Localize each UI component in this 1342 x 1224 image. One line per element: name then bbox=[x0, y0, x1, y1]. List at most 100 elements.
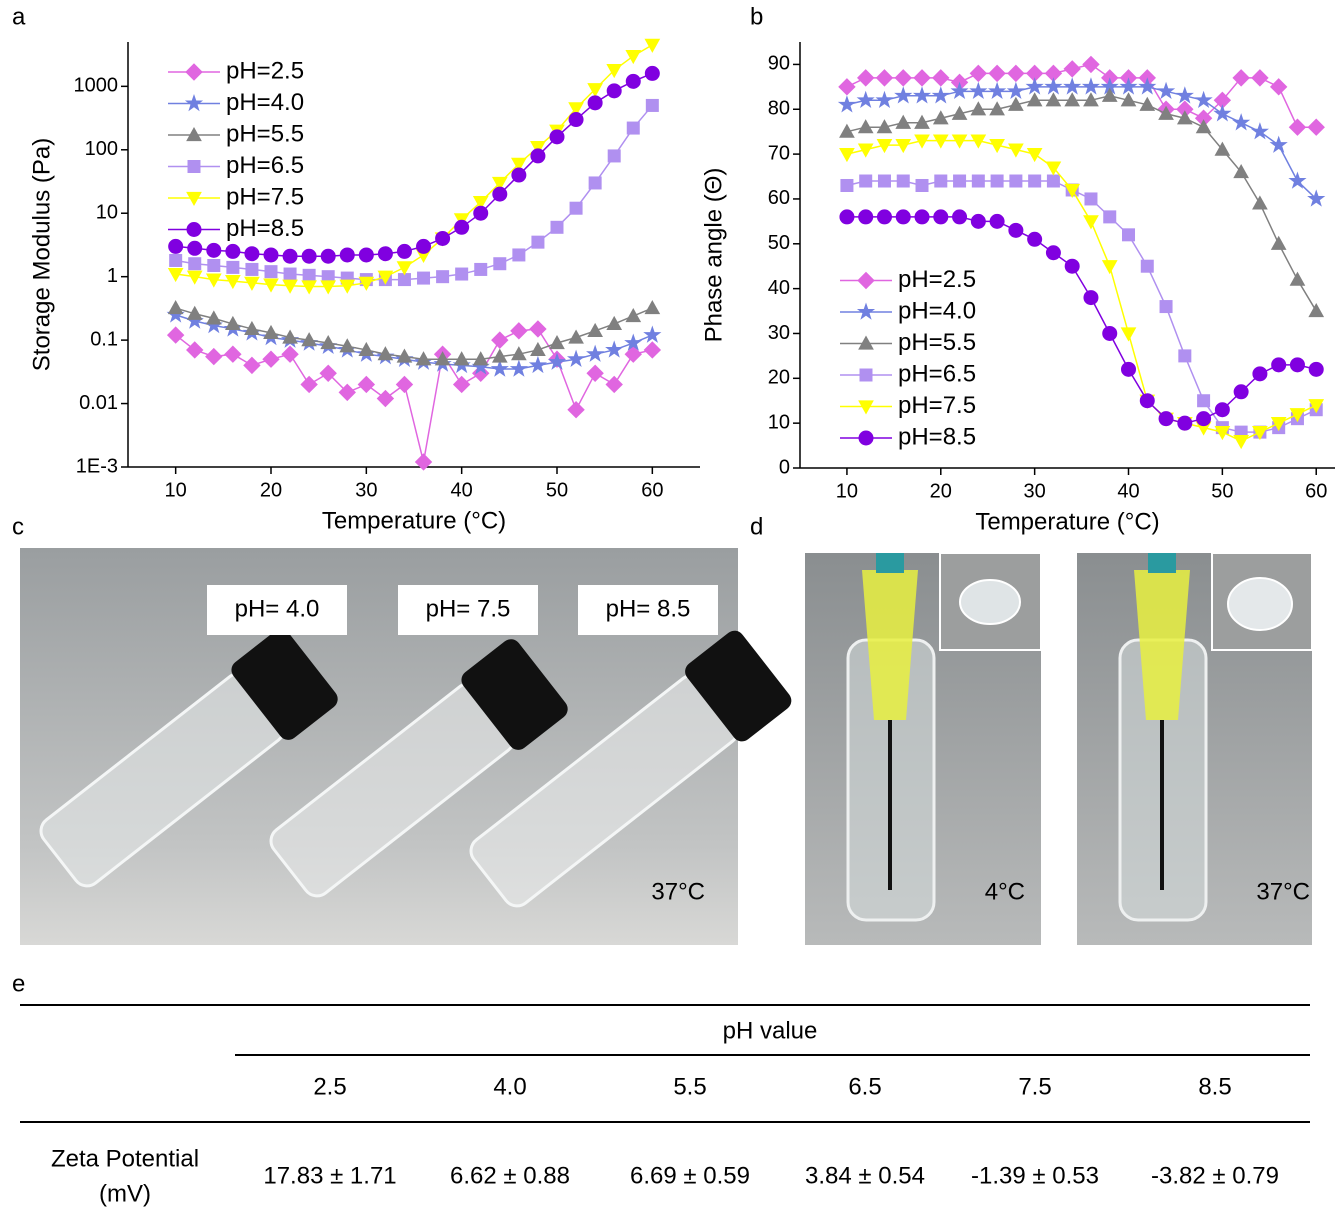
table-cell: 6.62 ± 0.88 bbox=[450, 1162, 570, 1189]
marker bbox=[856, 90, 875, 109]
marker bbox=[263, 247, 279, 263]
marker bbox=[1270, 417, 1287, 432]
marker bbox=[645, 98, 659, 112]
legend-label: pH=2.5 bbox=[226, 57, 304, 84]
marker bbox=[1158, 105, 1174, 120]
table-cell: 17.83 ± 1.71 bbox=[263, 1162, 396, 1189]
marker bbox=[1195, 119, 1212, 134]
marker bbox=[491, 331, 509, 349]
photo-temperature: 37°C bbox=[651, 878, 705, 905]
marker bbox=[915, 178, 929, 192]
legend-marker bbox=[184, 93, 204, 112]
marker bbox=[1176, 110, 1193, 125]
y-tick-label: 70 bbox=[768, 142, 790, 164]
series-line bbox=[175, 328, 653, 463]
column-header: 2.5 bbox=[313, 1073, 346, 1100]
marker bbox=[226, 260, 240, 274]
marker bbox=[989, 139, 1005, 154]
x-tick-label: 40 bbox=[1117, 480, 1139, 502]
marker bbox=[1044, 77, 1063, 95]
legend-marker bbox=[185, 63, 203, 81]
photo-c: pH= 4.0 pH= 7.5 pH= 8.5 37°C bbox=[20, 548, 792, 945]
marker bbox=[166, 326, 185, 344]
marker bbox=[414, 453, 433, 471]
y-tick-label: 0.01 bbox=[79, 392, 118, 414]
marker bbox=[1252, 195, 1268, 210]
marker bbox=[605, 340, 624, 358]
marker bbox=[969, 81, 988, 100]
marker bbox=[434, 351, 451, 366]
marker bbox=[1063, 77, 1082, 95]
marker bbox=[1121, 361, 1137, 377]
marker bbox=[473, 205, 489, 221]
marker bbox=[1307, 189, 1326, 207]
marker bbox=[377, 246, 393, 262]
marker bbox=[1214, 426, 1231, 441]
y-tick-label: 100 bbox=[85, 138, 118, 160]
y-tick-label: 40 bbox=[768, 277, 790, 299]
marker bbox=[187, 240, 203, 256]
y-axis-title: Storage Modulus (Pa) bbox=[28, 138, 55, 371]
marker bbox=[607, 149, 621, 163]
marker bbox=[1233, 164, 1249, 179]
marker bbox=[625, 307, 642, 323]
marker bbox=[1233, 434, 1249, 450]
marker bbox=[1271, 357, 1287, 373]
legend-marker bbox=[186, 191, 202, 207]
marker bbox=[1046, 174, 1060, 188]
marker bbox=[511, 157, 527, 172]
marker bbox=[224, 345, 242, 363]
y-tick-label: 90 bbox=[768, 53, 790, 75]
column-header: 7.5 bbox=[1018, 1073, 1051, 1100]
marker bbox=[913, 69, 931, 87]
marker bbox=[530, 141, 546, 156]
marker bbox=[969, 64, 988, 83]
marker bbox=[1232, 113, 1251, 131]
y-tick-label: 1000 bbox=[74, 75, 119, 97]
panel-label: b bbox=[750, 3, 763, 30]
marker bbox=[319, 364, 337, 382]
marker bbox=[188, 257, 202, 271]
marker bbox=[435, 230, 451, 246]
marker bbox=[839, 123, 855, 138]
marker bbox=[436, 270, 450, 284]
marker bbox=[1308, 303, 1325, 318]
marker bbox=[396, 243, 412, 259]
marker bbox=[205, 273, 222, 288]
marker bbox=[1138, 77, 1157, 95]
marker bbox=[989, 213, 1005, 229]
marker bbox=[952, 209, 968, 225]
marker bbox=[566, 349, 586, 367]
marker bbox=[472, 364, 490, 382]
marker bbox=[509, 359, 528, 377]
marker bbox=[1232, 69, 1250, 87]
marker bbox=[1156, 81, 1176, 100]
marker bbox=[1269, 78, 1288, 96]
marker bbox=[1064, 183, 1081, 199]
marker bbox=[358, 247, 374, 263]
marker bbox=[606, 315, 623, 331]
marker bbox=[244, 276, 260, 291]
y-tick-label: 1 bbox=[107, 265, 118, 287]
marker bbox=[605, 375, 623, 394]
marker bbox=[1083, 215, 1099, 230]
photo-label: pH= 7.5 bbox=[426, 595, 511, 622]
marker bbox=[454, 219, 470, 235]
marker bbox=[895, 114, 912, 129]
marker bbox=[970, 101, 987, 116]
marker bbox=[1139, 96, 1156, 111]
marker bbox=[876, 209, 892, 225]
marker bbox=[186, 270, 203, 285]
marker bbox=[415, 351, 432, 366]
marker bbox=[839, 209, 855, 225]
marker bbox=[1307, 118, 1325, 136]
marker bbox=[530, 341, 546, 357]
photo-d: 4°C 37°C bbox=[805, 552, 1313, 945]
marker bbox=[452, 375, 471, 394]
marker bbox=[547, 352, 567, 370]
marker bbox=[894, 69, 912, 87]
marker bbox=[1064, 92, 1081, 107]
table-cell: 3.84 ± 0.54 bbox=[805, 1162, 925, 1189]
marker bbox=[1175, 86, 1194, 104]
marker bbox=[856, 69, 875, 87]
